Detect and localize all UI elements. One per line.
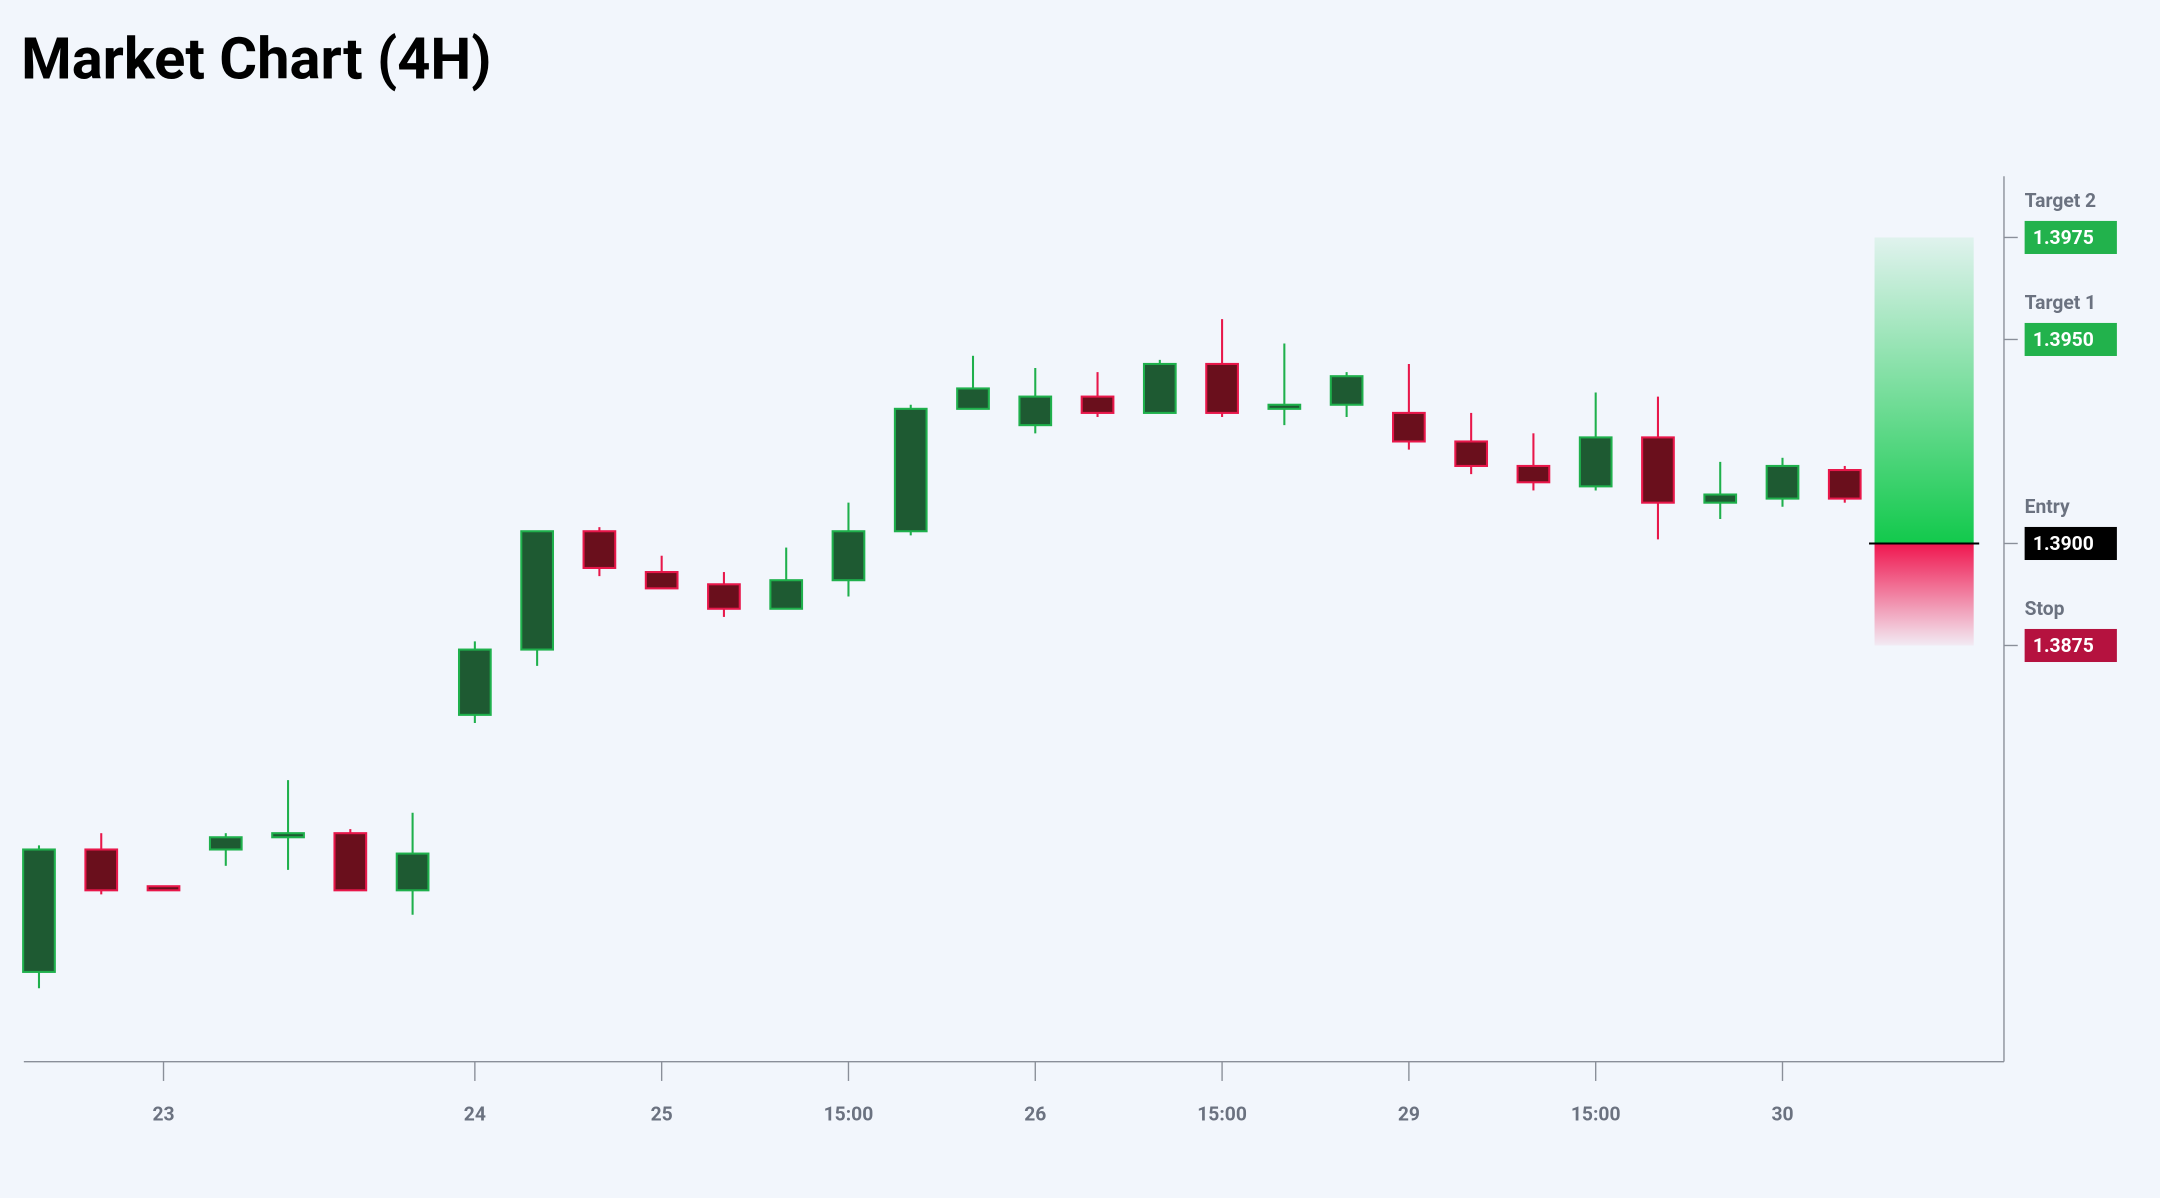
x-tick-label: 25 <box>651 1102 673 1125</box>
candle-body <box>644 571 679 590</box>
level-label: 1.3975 <box>2033 226 2094 249</box>
x-tick-label: 29 <box>1398 1102 1420 1125</box>
candle-body <box>1142 362 1177 414</box>
candle-body <box>582 530 617 569</box>
candle-body <box>1329 375 1364 406</box>
candle-body <box>1516 464 1551 484</box>
candle-body <box>146 885 181 892</box>
candle-body <box>831 530 866 582</box>
target-zone <box>1874 237 1974 544</box>
candle-body <box>457 648 492 716</box>
level-label: 1.3875 <box>2033 634 2094 657</box>
candle-body <box>1267 403 1302 410</box>
candle-body <box>1454 440 1489 467</box>
level-box <box>2024 220 2117 254</box>
x-tick-label: 30 <box>1771 1102 1793 1125</box>
level-box <box>2024 526 2117 561</box>
candle-body <box>208 836 243 851</box>
candle-body <box>707 583 741 610</box>
candle-body <box>1765 464 1800 500</box>
candle-body <box>84 848 119 892</box>
candle-body <box>395 852 430 892</box>
candle-body <box>1392 411 1426 443</box>
stop-zone <box>1874 543 1974 646</box>
candle-body <box>1018 395 1053 427</box>
candle-body <box>333 832 368 892</box>
x-tick-label: 15:00 <box>1571 1102 1621 1125</box>
level-box <box>2024 322 2117 356</box>
candle-body <box>956 387 990 410</box>
level-name: Stop <box>2025 597 2065 620</box>
candle-body <box>1827 469 1862 500</box>
candle-body <box>769 579 804 610</box>
level-label: 1.3900 <box>2033 532 2094 555</box>
x-tick-label: 26 <box>1024 1102 1046 1125</box>
candle-body <box>1641 436 1675 504</box>
level-name: Target 2 <box>2025 189 2096 212</box>
level-name: Entry <box>2025 495 2070 518</box>
candle-body <box>1703 493 1738 504</box>
candle-body <box>1205 362 1239 414</box>
candle-body <box>893 407 928 533</box>
x-tick-label: 24 <box>464 1102 486 1125</box>
x-tick-label: 15:00 <box>824 1102 874 1125</box>
candle-body <box>1578 436 1613 488</box>
level-label: 1.3950 <box>2033 328 2094 351</box>
level-box <box>2024 628 2117 663</box>
x-tick-label: 23 <box>152 1102 174 1125</box>
candle-body <box>271 832 305 839</box>
candle-body <box>520 530 554 651</box>
x-tick-label: 15:00 <box>1197 1102 1247 1125</box>
candle-body <box>22 848 56 973</box>
chart-title: Market Chart (4H) <box>21 26 491 94</box>
level-name: Target 1 <box>2025 291 2096 314</box>
candle-body <box>1080 395 1115 414</box>
